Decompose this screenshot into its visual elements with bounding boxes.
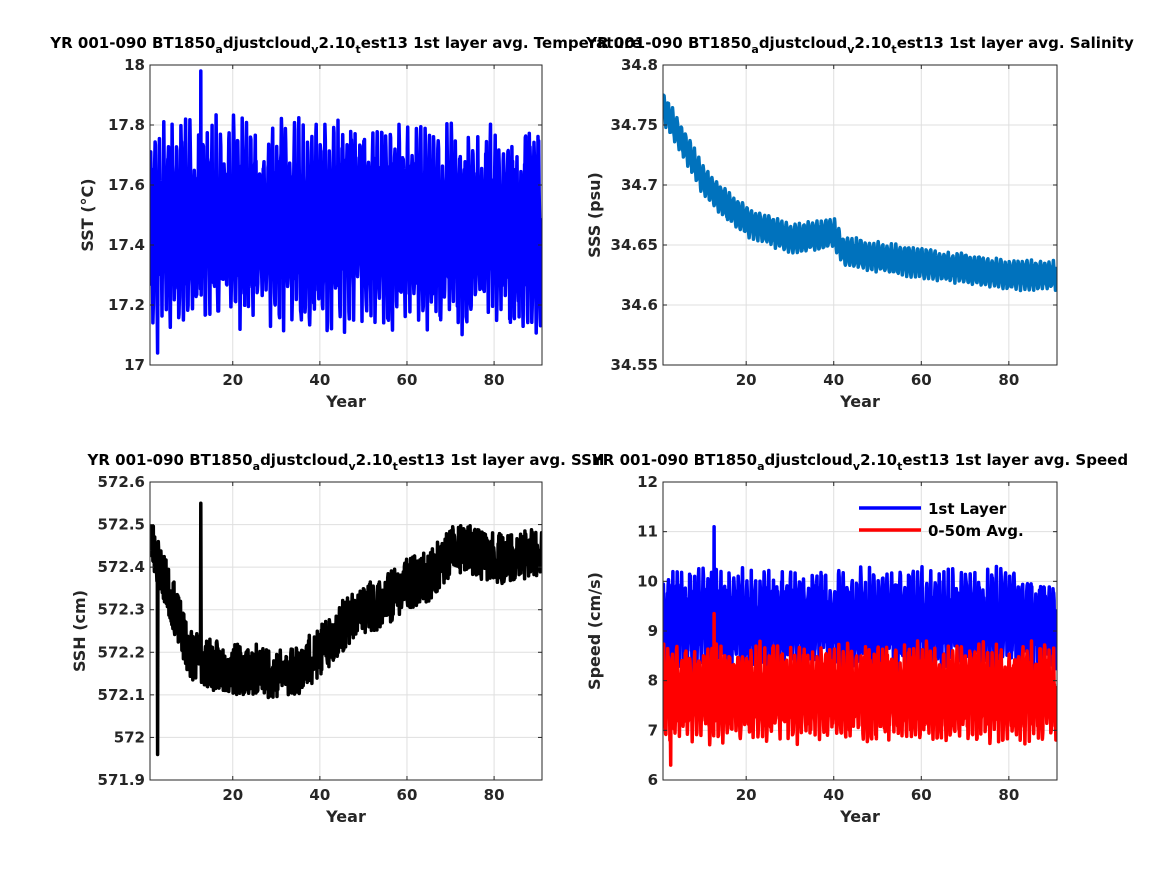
y-tick-label: 572.4 — [98, 558, 145, 576]
y-tick-label: 572 — [114, 728, 145, 746]
x-tick-label: 40 — [309, 786, 330, 804]
legend: 1st Layer 0-50m Avg. — [859, 500, 1024, 540]
y-tick-label: 18 — [124, 56, 145, 74]
axes-box — [662, 64, 1058, 366]
x-tick-label: 40 — [823, 371, 844, 389]
x-tick-label: 40 — [823, 786, 844, 804]
axes-box — [149, 481, 543, 781]
y-tick-label: 34.8 — [621, 56, 658, 74]
series-line-1 — [663, 93, 1057, 293]
y-tick-label: 572.2 — [98, 643, 145, 661]
chart-title: YR 001-090 BT1850adjustcloudv2.10test13 … — [591, 451, 1128, 473]
y-tick-label: 34.6 — [621, 296, 658, 314]
y-tick-label: 571.9 — [98, 771, 145, 789]
y-tick-label: 8 — [648, 672, 658, 690]
y-tick-label: 9 — [648, 622, 658, 640]
y-tick-label: 34.65 — [611, 236, 658, 254]
y-tick-label: 34.55 — [611, 356, 658, 374]
y-tick-label: 6 — [648, 771, 658, 789]
subplot-1: 20 40 60 80 17 17.2 17.4 17.6 17.8 18 Year SST (°C)… — [49, 34, 641, 411]
legend-label: 1st Layer — [928, 500, 1007, 518]
legend-label: 0-50m Avg. — [928, 522, 1024, 540]
y-tick-label: 572.5 — [98, 516, 145, 534]
y-tick-label: 572.6 — [98, 473, 145, 491]
subplot-3: 20 40 60 80 571.9 572 572.1 572.2 572.3 572.4 572.… — [70, 451, 604, 826]
y-tick-label: 17.4 — [108, 236, 145, 254]
y-tick-label: 34.75 — [611, 116, 658, 134]
chart-title: YR 001-090 BT1850adjustcloudv2.10test13 … — [585, 34, 1134, 56]
y-tick-label: 572.1 — [98, 686, 145, 704]
series-line-1 — [150, 501, 542, 757]
y-tick-label: 10 — [637, 572, 658, 590]
series-line-2 — [663, 611, 1057, 767]
x-tick-label: 20 — [222, 786, 243, 804]
y-axis-label: Speed (cm/s) — [585, 572, 604, 690]
y-tick-label: 34.7 — [621, 176, 658, 194]
x-tick-label: 80 — [998, 786, 1019, 804]
axes-box — [149, 64, 543, 366]
x-tick-label: 40 — [309, 371, 330, 389]
chart-title: YR 001-090 BT1850adjustcloudv2.10test13 … — [87, 451, 605, 473]
x-tick-label: 80 — [484, 371, 505, 389]
y-tick-label: 17.2 — [108, 296, 145, 314]
x-tick-label: 20 — [736, 371, 757, 389]
x-tick-label: 20 — [222, 371, 243, 389]
series-line-1 — [150, 69, 542, 355]
x-tick-label: 60 — [397, 786, 418, 804]
y-tick-label: 17.6 — [108, 176, 145, 194]
x-axis-label: Year — [325, 807, 366, 826]
x-tick-label: 80 — [484, 786, 505, 804]
series-line-1 — [663, 524, 1057, 683]
y-tick-label: 572.3 — [98, 601, 145, 619]
y-axis-label: SSH (cm) — [70, 590, 89, 672]
y-axis-label: SST (°C) — [78, 178, 97, 251]
x-tick-label: 80 — [998, 371, 1019, 389]
subplot-2: 20 40 60 80 34.55 34.6 34.65 34.7 34.75 34.8 Year S… — [585, 34, 1134, 411]
x-tick-label: 60 — [911, 786, 932, 804]
x-tick-label: 60 — [911, 371, 932, 389]
y-tick-label: 12 — [637, 473, 658, 491]
x-axis-label: Year — [325, 392, 366, 411]
chart-title: YR 001-090 BT1850adjustcloudv2.10test13 … — [49, 34, 641, 56]
x-axis-label: Year — [839, 807, 880, 826]
y-tick-label: 17 — [124, 356, 145, 374]
y-tick-label: 17.8 — [108, 116, 145, 134]
subplot-4: 20 40 60 80 6 7 8 9 10 11 12 Year Speed (cm/s) YR 001… — [585, 451, 1128, 826]
y-axis-label: SSS (psu) — [585, 172, 604, 258]
x-axis-label: Year — [839, 392, 880, 411]
x-tick-label: 60 — [397, 371, 418, 389]
x-tick-label: 20 — [736, 786, 757, 804]
y-tick-label: 7 — [648, 721, 658, 739]
y-tick-label: 11 — [637, 523, 658, 541]
